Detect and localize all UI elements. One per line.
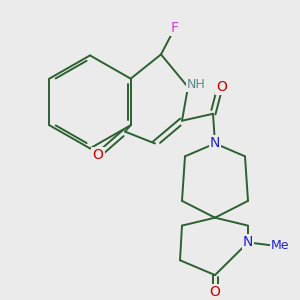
Text: O: O — [210, 285, 220, 299]
Text: N: N — [243, 236, 253, 249]
Text: O: O — [217, 80, 227, 94]
Text: O: O — [93, 148, 104, 162]
Text: F: F — [171, 21, 179, 35]
Text: N: N — [210, 136, 220, 151]
Text: NH: NH — [187, 78, 206, 91]
Text: Me: Me — [271, 239, 289, 252]
